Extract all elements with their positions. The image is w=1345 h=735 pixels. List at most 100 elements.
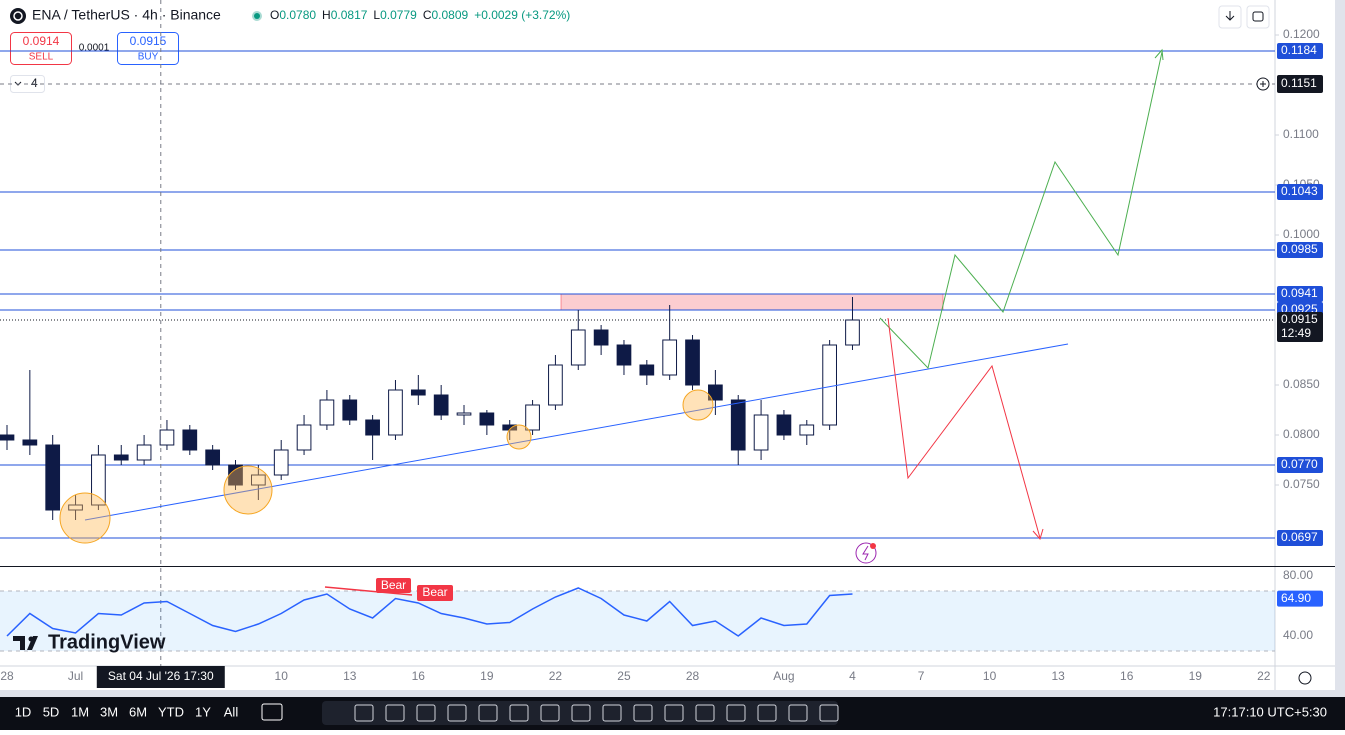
- candle-body: [250, 474, 266, 486]
- level-label: 0.0985: [1281, 242, 1318, 256]
- range-button[interactable]: 5D: [43, 704, 60, 719]
- bull-arrowhead: [1154, 48, 1164, 61]
- buy-button[interactable]: [117, 32, 179, 65]
- candle-body: [91, 454, 106, 506]
- candle-body: [113, 454, 129, 461]
- crosshair-date: Sat 04 Jul '26 17:30: [108, 669, 214, 683]
- supply-zone: [560, 293, 944, 311]
- buy-price: 0.0915: [130, 34, 167, 48]
- tool-icon[interactable]: [354, 704, 374, 722]
- tool-icon[interactable]: [633, 704, 653, 722]
- spread: 0.0001: [79, 43, 110, 54]
- level-label-box: [1277, 43, 1323, 59]
- sell-button[interactable]: [10, 32, 72, 65]
- tool-icon[interactable]: [478, 704, 498, 722]
- toolbar-group: 1D 5D 1M 3M 6M YTD 1Y All: [15, 701, 839, 725]
- candle-body: [273, 449, 289, 476]
- bear-tag: [376, 578, 411, 593]
- tool-icon[interactable]: [540, 704, 560, 722]
- x-tick-label: Jul: [68, 669, 83, 683]
- candle-body: [776, 414, 792, 436]
- highlight-circle: [223, 465, 273, 515]
- x-tick-label: 16: [412, 669, 426, 683]
- x-tick-label: 13: [1051, 669, 1065, 683]
- highlight-circle: [682, 389, 714, 421]
- x-tick-label: 28: [0, 669, 14, 683]
- level-label-box: [1277, 457, 1323, 473]
- range-button[interactable]: 3M: [100, 704, 118, 719]
- legend-value: 0.0809: [431, 8, 468, 22]
- range-button[interactable]: 1Y: [195, 704, 211, 719]
- highlight-circle: [506, 424, 532, 450]
- plus: [1260, 81, 1266, 87]
- main-pane: [0, 0, 1275, 666]
- level-label: 0.0941: [1281, 286, 1318, 300]
- alert-icon[interactable]: [855, 542, 877, 564]
- candle-body: [388, 389, 403, 436]
- tool-icon[interactable]: [788, 704, 808, 722]
- level-label: 0.1184: [1281, 43, 1317, 57]
- range-button[interactable]: 1M: [71, 704, 89, 719]
- settings-icon[interactable]: [1298, 671, 1312, 685]
- legend-value: 0.0780: [279, 8, 316, 22]
- bear-path: [887, 317, 1041, 539]
- date-range-icon[interactable]: [261, 703, 283, 721]
- level-label-box: [1277, 242, 1323, 258]
- symbol-title[interactable]: ENA / TetherUS · 4h · Binance: [32, 7, 221, 23]
- chevron: [14, 81, 22, 86]
- candle-body: [593, 329, 609, 346]
- fullscreen-button[interactable]: [1246, 5, 1270, 29]
- candle-body: [0, 434, 15, 441]
- tool-icon[interactable]: [726, 704, 746, 722]
- rsi-last-label: 64.90: [1281, 591, 1311, 605]
- sell-label: SELL: [29, 52, 54, 63]
- level-label: 0.0770: [1281, 457, 1318, 471]
- x-tick-label: 22: [1257, 669, 1271, 683]
- x-tick-label: 7: [918, 669, 925, 683]
- level-label-box: [1277, 184, 1323, 200]
- alert-dot: [870, 543, 876, 549]
- bolt: [862, 545, 869, 561]
- tool-icon[interactable]: [416, 704, 436, 722]
- rsi-band: [0, 591, 1275, 652]
- level-label-box: [1277, 530, 1323, 546]
- symbol-logo: [10, 8, 26, 24]
- tool-icon[interactable]: [602, 704, 622, 722]
- level-label: 0.1043: [1281, 184, 1318, 198]
- candle-body: [45, 444, 61, 511]
- rsi-last-box: [1277, 590, 1323, 607]
- tool-icon[interactable]: [757, 704, 777, 722]
- tool-icon[interactable]: [571, 704, 591, 722]
- candle-body: [68, 504, 83, 511]
- bear-label: Bear: [422, 585, 447, 599]
- drawing-tools: [322, 701, 838, 725]
- candle-body: [22, 439, 38, 446]
- candle-body: [845, 319, 860, 346]
- tool-icon[interactable]: [385, 704, 405, 722]
- candle-body: [296, 424, 312, 451]
- range-button[interactable]: 1D: [15, 704, 32, 719]
- rsi-tick-label: 80.00: [1283, 568, 1313, 582]
- x-tick-label: 28: [686, 669, 700, 683]
- x-tick-label: 19: [1189, 669, 1203, 683]
- candle-body: [639, 364, 655, 376]
- range-button[interactable]: 6M: [129, 704, 147, 719]
- rsi-line: [6, 587, 853, 637]
- highlight-circle: [59, 492, 111, 544]
- countdown: 12:49: [1281, 326, 1311, 340]
- candle-body: [753, 414, 769, 451]
- tool-icon[interactable]: [664, 704, 684, 722]
- tv-logo-dot: [28, 636, 34, 642]
- tool-icon[interactable]: [509, 704, 529, 722]
- bear-arrowhead: [1032, 528, 1044, 541]
- tool-icon[interactable]: [695, 704, 715, 722]
- x-tick-label: 25: [617, 669, 631, 683]
- tool-icon[interactable]: [819, 704, 839, 722]
- range-button[interactable]: All: [224, 704, 239, 719]
- range-button[interactable]: YTD: [158, 704, 184, 719]
- candle-body: [525, 404, 540, 431]
- tool-icon[interactable]: [447, 704, 467, 722]
- candle-body: [205, 449, 221, 466]
- separator: [0, 690, 1345, 697]
